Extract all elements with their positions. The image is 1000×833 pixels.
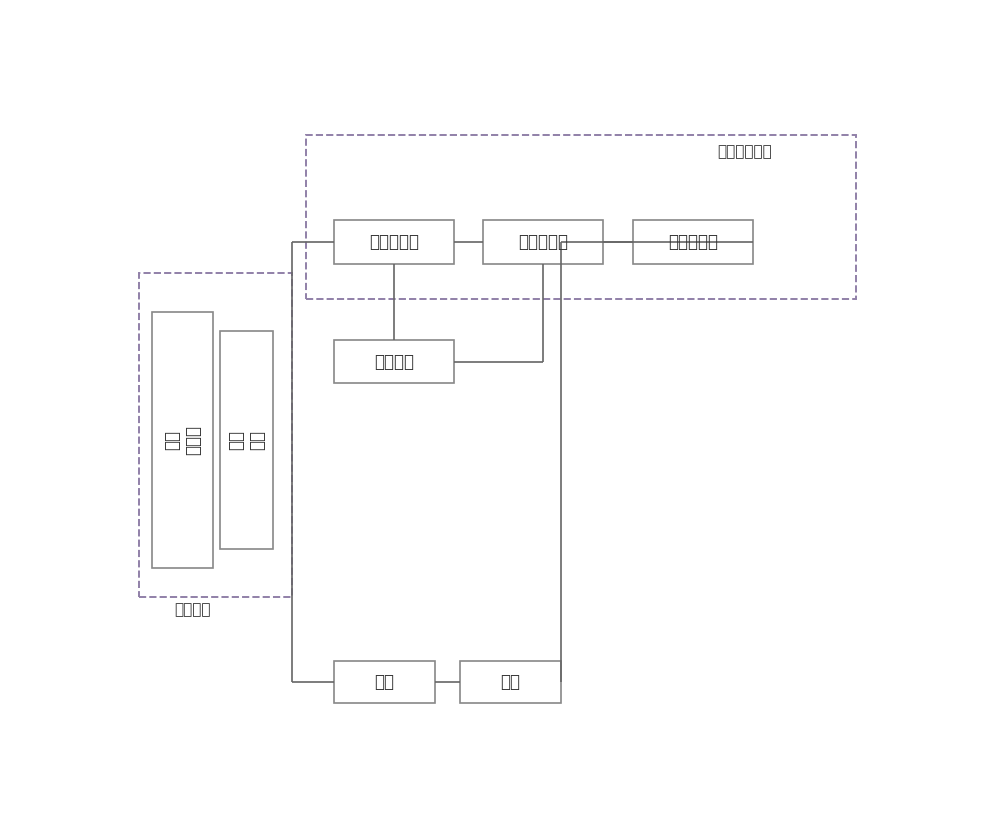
FancyBboxPatch shape [220, 331, 273, 549]
Text: 车载充电机: 车载充电机 [668, 232, 718, 251]
Text: 冷却
风扇: 冷却 风扇 [227, 430, 266, 450]
Text: 电力电子单元: 电力电子单元 [718, 144, 772, 159]
Text: 驱动电机: 驱动电机 [374, 352, 414, 371]
FancyBboxPatch shape [334, 220, 454, 263]
Text: 直流变换器: 直流变换器 [518, 232, 568, 251]
FancyBboxPatch shape [633, 220, 753, 263]
FancyBboxPatch shape [334, 661, 435, 703]
Text: 散热单元: 散热单元 [174, 602, 211, 617]
FancyBboxPatch shape [483, 220, 603, 263]
Text: 水泵: 水泵 [375, 673, 395, 691]
FancyBboxPatch shape [460, 661, 561, 703]
FancyBboxPatch shape [334, 340, 454, 383]
FancyBboxPatch shape [152, 312, 213, 568]
Text: 低温
散热器: 低温 散热器 [163, 425, 202, 455]
Text: 水箱: 水箱 [500, 673, 520, 691]
Text: 电机控制器: 电机控制器 [369, 232, 419, 251]
